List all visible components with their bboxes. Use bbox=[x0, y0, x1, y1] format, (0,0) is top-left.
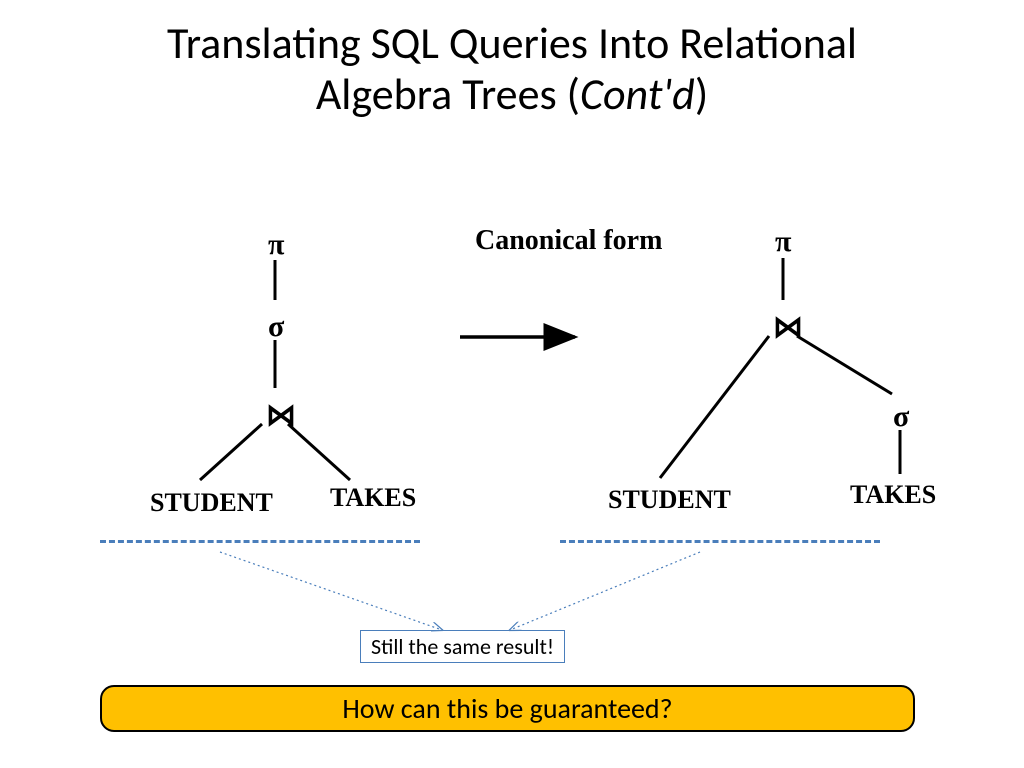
right-takes-leaf: TAKES bbox=[850, 480, 936, 510]
left-sigma-node: σ bbox=[268, 310, 284, 344]
left-takes-leaf: TAKES bbox=[330, 483, 416, 513]
left-pi-node: π bbox=[268, 228, 284, 262]
right-dashed-divider bbox=[560, 540, 880, 543]
right-pi-node: π bbox=[775, 225, 791, 259]
question-box: How can this be guaranteed? bbox=[100, 685, 915, 732]
right-join-node: ⋈ bbox=[773, 310, 803, 345]
right-sigma-node: σ bbox=[893, 400, 909, 434]
canonical-form-label: Canonical form bbox=[475, 225, 662, 257]
right-student-leaf: STUDENT bbox=[608, 485, 731, 515]
result-callout-box: Still the same result! bbox=[360, 630, 565, 663]
title-line1: Translating SQL Queries Into Relational bbox=[167, 16, 857, 70]
title-line2-post: ) bbox=[695, 67, 708, 121]
left-dashed-divider bbox=[100, 540, 420, 543]
left-student-leaf: STUDENT bbox=[150, 488, 273, 518]
left-join-node: ⋈ bbox=[266, 398, 296, 433]
title-line2-pre: Algebra Trees ( bbox=[316, 67, 580, 121]
slide-title: Translating SQL Queries Into Relational … bbox=[0, 0, 1024, 119]
title-line2-italic: Cont'd bbox=[580, 67, 695, 121]
